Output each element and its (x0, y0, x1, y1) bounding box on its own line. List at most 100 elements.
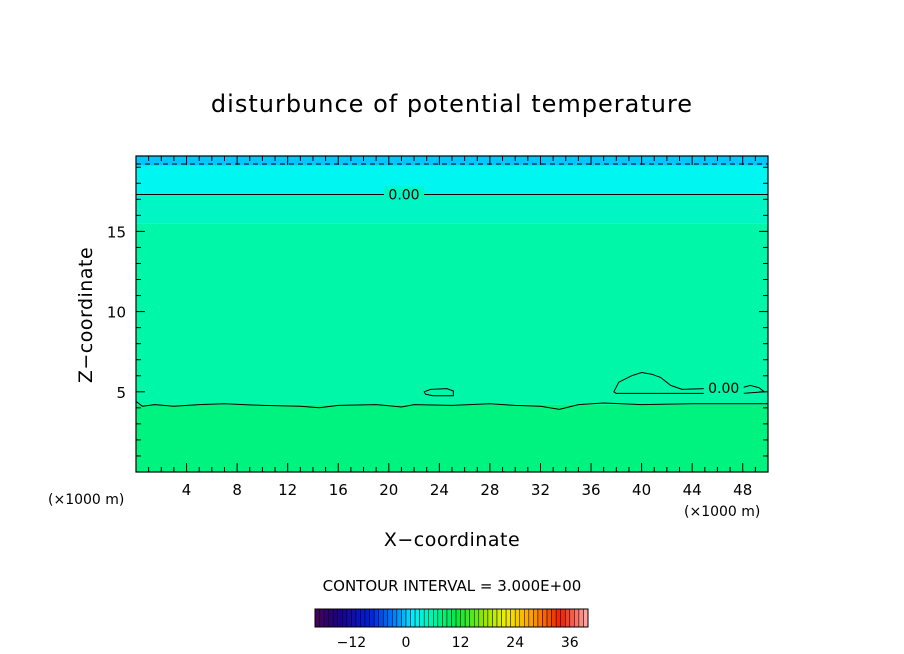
colorbar-cell (524, 608, 530, 628)
field-band-0 (136, 404, 768, 472)
colorbar-cell (342, 608, 348, 628)
colorbar-tick-label: 36 (561, 635, 579, 651)
colorbar-cell (510, 608, 516, 628)
colorbar-cell (469, 608, 475, 628)
colorbar-cell (319, 608, 325, 628)
colorbar-cell (546, 608, 552, 628)
colorbar-cell (392, 608, 398, 628)
colorbar-cell (460, 608, 466, 628)
colorbar-cell (323, 608, 329, 628)
colorbar-ticks: −12 0 12 24 36 (337, 635, 579, 651)
x-axis-title: X−coordinate (384, 529, 520, 551)
x-tick-label: 16 (329, 481, 348, 499)
colorbar-cell (373, 608, 379, 628)
colorbar-cell (396, 608, 402, 628)
x-tick-label: 28 (480, 481, 499, 499)
x-unit-label: (×1000 m) (684, 504, 760, 520)
colorbar-cell (533, 608, 539, 628)
colorbar-cell (355, 608, 361, 628)
x-tick-label: 32 (531, 481, 550, 499)
contour-line-1 (135, 401, 768, 410)
y-tick-label: 5 (116, 384, 126, 402)
field-band-2 (136, 194, 768, 224)
colorbar-cell (555, 608, 561, 628)
contour-line-2 (423, 388, 454, 397)
colorbar-cell (360, 608, 366, 628)
colorbar-cell (332, 608, 339, 628)
colorbar-cell (496, 608, 502, 628)
colorbar-cell (519, 608, 525, 628)
colorbar (314, 608, 589, 628)
contour-label: 0.00 (708, 381, 739, 397)
colorbar-cell (483, 608, 489, 628)
colorbar-frame (314, 608, 589, 628)
colorbar-tick-label: 24 (506, 635, 524, 651)
field-band-3 (136, 165, 768, 195)
contour-label-bg (384, 186, 424, 202)
colorbar-cell (383, 608, 389, 628)
colorbar-cell (501, 608, 507, 628)
colorbar-cell (410, 608, 416, 628)
colorbar-tick-label: 12 (452, 635, 470, 651)
x-tick-label: 12 (278, 481, 297, 499)
colorbar-cell (528, 608, 534, 628)
colorbar-tick-label: 0 (402, 635, 411, 651)
colorbar-cell (451, 608, 457, 628)
y-unit-label: (×1000 m) (48, 492, 124, 508)
x-tick-label: 8 (232, 481, 242, 499)
x-tick-label: 4 (182, 481, 192, 499)
colorbar-cell (569, 608, 575, 628)
colorbar-cell (423, 608, 430, 628)
x-tick-label: 40 (632, 481, 651, 499)
colorbar-cell (565, 608, 571, 628)
x-tick-label: 48 (733, 481, 752, 499)
y-tick-label: 10 (107, 304, 126, 322)
colorbar-tick-label: −12 (337, 635, 367, 651)
colorbar-cell (446, 608, 452, 628)
colorbar-cell (492, 608, 498, 628)
colorbar-cell (433, 608, 439, 628)
colorbar-cell (414, 608, 420, 628)
colorbar-cell (464, 608, 470, 628)
colorbar-cell (442, 608, 448, 628)
y-ticks: 5 10 15 (107, 166, 768, 457)
colorbar-cell (419, 608, 425, 628)
contour-label-bg (703, 379, 744, 395)
colorbar-cell (428, 608, 434, 628)
y-axis-title: Z−coordinate (75, 247, 97, 383)
contour-interval-label: CONTOUR INTERVAL = 3.000E+00 (323, 577, 582, 595)
colorbar-cell (578, 608, 584, 628)
x-tick-label: 20 (379, 481, 398, 499)
x-tick-label: 36 (581, 481, 600, 499)
colorbar-cell (328, 608, 334, 628)
colorbar-cell (346, 608, 352, 628)
field-band-1 (136, 223, 768, 405)
colorbar-cell (583, 608, 589, 628)
colorbar-cell (514, 608, 521, 628)
x-tick-label: 44 (683, 481, 702, 499)
colorbar-cell (378, 608, 384, 628)
colorbar-cell (542, 608, 548, 628)
colorbar-cell (455, 608, 461, 628)
y-tick-label: 15 (107, 223, 126, 241)
colorbar-cell (478, 608, 484, 628)
colorbar-cell (387, 608, 393, 628)
colorbar-cell (437, 608, 443, 628)
colorbar-cell (337, 608, 343, 628)
colorbar-cell (551, 608, 557, 628)
colorbar-cell (487, 608, 493, 628)
colorbar-cell (574, 608, 580, 628)
colorbar-cell (401, 608, 407, 628)
heatmap-field (136, 156, 768, 472)
contour-label: 0.00 (388, 187, 419, 203)
chart-title: disturbunce of potential temperature (211, 90, 693, 118)
colorbar-cell (474, 608, 480, 628)
x-tick-label: 24 (430, 481, 449, 499)
colorbar-cell (351, 608, 357, 628)
colorbar-cell (369, 608, 375, 628)
x-ticks: 4 8 12 16 20 24 28 32 36 40 44 48 (148, 156, 756, 499)
colorbar-cell (314, 608, 320, 628)
colorbar-cell (537, 608, 543, 628)
